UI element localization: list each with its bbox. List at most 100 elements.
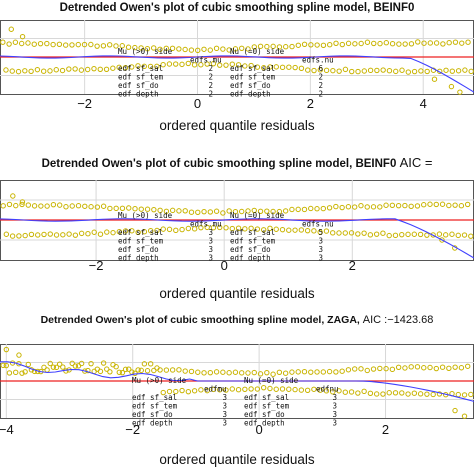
- data-point: [122, 64, 129, 71]
- data-point: [389, 40, 396, 47]
- data-point: [452, 364, 458, 370]
- data-point: [235, 62, 242, 68]
- data-point: [317, 387, 323, 393]
- data-point: [60, 232, 66, 238]
- data-point: [239, 370, 245, 376]
- data-point: [191, 62, 198, 68]
- data-point: [342, 389, 348, 395]
- data-point: [25, 361, 31, 368]
- table-row-mu-value: 3: [222, 402, 227, 411]
- chart-panel-2: Detrended Owen's plot of cubic smoothing…: [0, 150, 474, 310]
- table-right-header: Nu (=0) side: [244, 376, 299, 385]
- data-point: [94, 204, 101, 210]
- data-point: [56, 41, 63, 47]
- data-point: [323, 67, 330, 74]
- data-point: [286, 64, 292, 70]
- data-point: [424, 232, 430, 238]
- table-row-mu-value: 3: [222, 419, 227, 428]
- chart-2-svg: Mu (>0) side Nu (=0) side edfs.mu edfs.nu ed…: [0, 180, 474, 301]
- data-point: [273, 64, 279, 70]
- table-row-nu-label: edf depth: [230, 254, 271, 263]
- table-row-nu-value: 6: [318, 64, 323, 73]
- data-point: [31, 368, 38, 375]
- data-point: [34, 66, 41, 73]
- data-point: [185, 225, 192, 232]
- data-point: [405, 391, 411, 397]
- data-point: [213, 208, 220, 214]
- data-point: [78, 67, 85, 73]
- data-point: [433, 40, 440, 46]
- data-point: [59, 67, 66, 74]
- data-point: [31, 203, 38, 209]
- data-point: [440, 41, 446, 47]
- data-point: [163, 367, 170, 373]
- data-point: [430, 232, 436, 238]
- data-point: [311, 228, 317, 234]
- data-point: [414, 364, 421, 370]
- data-point: [333, 203, 339, 210]
- data-point: [264, 208, 270, 214]
- data-point: [436, 231, 443, 237]
- data-point: [188, 209, 195, 215]
- x-tick-label: 0: [256, 422, 263, 437]
- data-point: [282, 208, 289, 214]
- data-point: [411, 390, 418, 396]
- data-point: [232, 208, 239, 215]
- data-point: [100, 43, 107, 49]
- data-point: [82, 203, 88, 209]
- data-point: [19, 370, 25, 376]
- data-point: [333, 369, 339, 375]
- data-point: [154, 63, 160, 70]
- data-point: [12, 39, 19, 45]
- table-right-colname: edfnu: [316, 385, 339, 394]
- data-point: [19, 199, 26, 205]
- data-point: [345, 204, 352, 210]
- data-point: [421, 40, 427, 46]
- data-point: [370, 204, 377, 210]
- data-point: [289, 43, 295, 50]
- data-point: [50, 201, 57, 208]
- data-point: [411, 68, 418, 75]
- data-point: [210, 386, 217, 393]
- data-point: [380, 391, 386, 397]
- data-point: [261, 65, 267, 71]
- data-point: [141, 229, 148, 235]
- table-left-header: Mu (>0) side: [132, 376, 187, 385]
- table-row-label: edf depth: [118, 90, 159, 99]
- data-point: [9, 68, 15, 74]
- data-point: [15, 68, 22, 75]
- data-point: [298, 387, 305, 393]
- data-point: [282, 370, 289, 376]
- data-point: [345, 40, 352, 47]
- data-point: [229, 225, 235, 232]
- data-point: [364, 367, 370, 374]
- data-point: [267, 64, 273, 70]
- data-point: [459, 40, 465, 46]
- data-point: [339, 41, 346, 48]
- data-point: [173, 61, 179, 67]
- data-point: [336, 388, 342, 394]
- data-point: [395, 364, 402, 370]
- data-point: [38, 203, 44, 209]
- data-point: [69, 42, 75, 48]
- data-point: [110, 229, 116, 236]
- data-point: [0, 203, 6, 209]
- data-point: [304, 227, 311, 234]
- data-point: [100, 203, 107, 209]
- data-point: [264, 43, 270, 50]
- data-point: [160, 61, 166, 68]
- table-row-label: edf sf_sal: [118, 64, 163, 73]
- data-point: [191, 226, 198, 232]
- table-row-label: edf sf_sal: [118, 228, 163, 237]
- data-point: [141, 63, 147, 70]
- data-point: [358, 366, 364, 372]
- data-point: [320, 205, 327, 212]
- data-point: [213, 45, 220, 52]
- data-point: [427, 201, 433, 207]
- data-point: [380, 67, 386, 73]
- data-point: [377, 40, 383, 47]
- data-point: [195, 47, 201, 54]
- chart-3-svg: Mu (>0) side Nu (=0) side edfmu edfnu edf sf…: [0, 344, 474, 467]
- data-point: [295, 369, 301, 375]
- data-point: [336, 230, 342, 236]
